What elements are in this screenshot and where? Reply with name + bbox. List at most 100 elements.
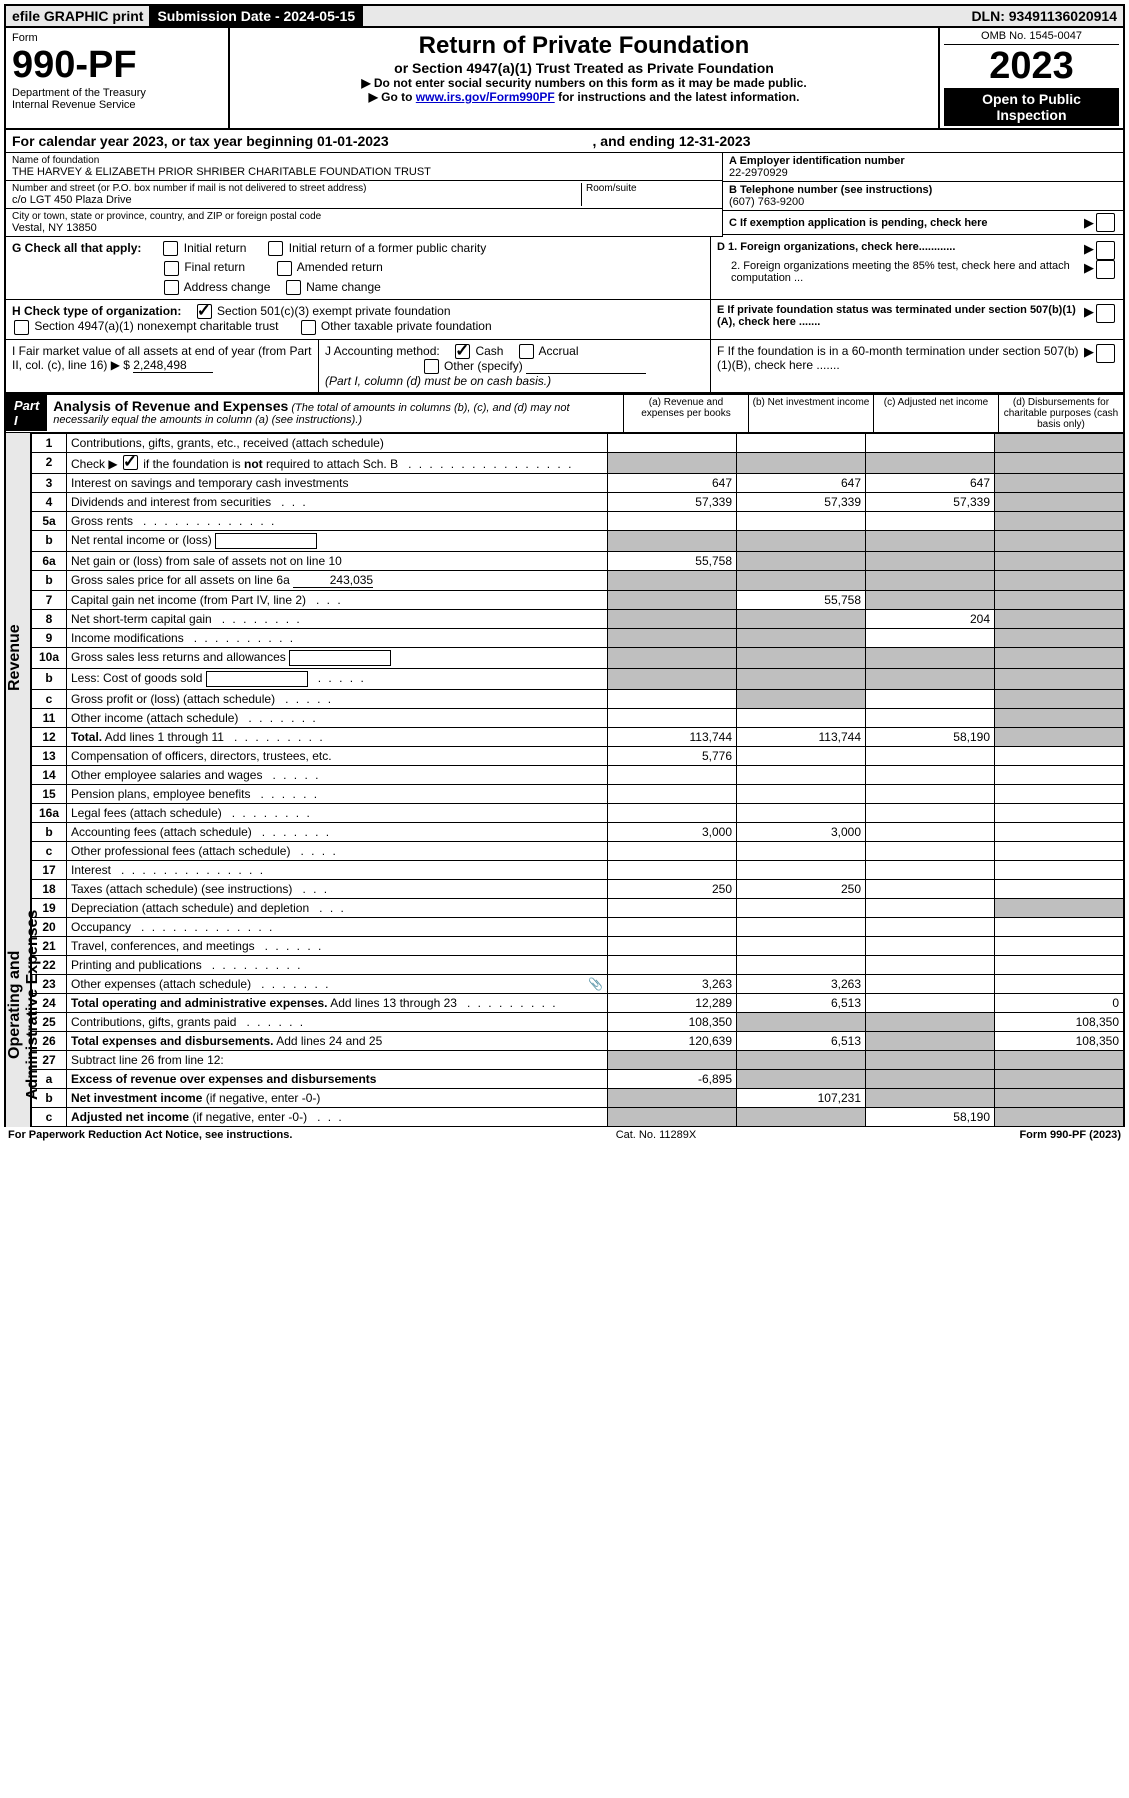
final-return-checkbox[interactable] [164,261,179,276]
cell-b [737,1051,866,1070]
table-row: 22Printing and publications . . . . . . … [31,956,1124,975]
cell-a: 113,744 [608,728,737,747]
cell-a [608,709,737,728]
row-number: 15 [31,785,67,804]
cell-b [737,1070,866,1089]
cell-a [608,629,737,648]
cell-a: 12,289 [608,994,737,1013]
amended-checkbox[interactable] [277,261,292,276]
cell-a [608,956,737,975]
cell-d [995,937,1125,956]
cell-b [737,669,866,690]
arrow-icon: ▶ [1084,241,1094,260]
h-4947-checkbox[interactable] [14,320,29,335]
row-number: 12 [31,728,67,747]
cell-c [866,975,995,994]
cell-d [995,531,1125,552]
initial-former-checkbox[interactable] [268,241,283,256]
cell-a [608,899,737,918]
table-row: 8Net short-term capital gain . . . . . .… [31,610,1124,629]
cell-c: 58,190 [866,1108,995,1127]
cell-d [995,975,1125,994]
row-number: b [31,571,67,591]
cell-d [995,1089,1125,1108]
row-desc: Taxes (attach schedule) (see instruction… [67,880,608,899]
row-number: 8 [31,610,67,629]
address: c/o LGT 450 Plaza Drive [12,194,581,206]
cell-a [608,766,737,785]
i-value: 2,248,498 [133,358,213,373]
cell-a [608,690,737,709]
cell-c [866,531,995,552]
cell-d [995,453,1125,474]
row-desc: Total operating and administrative expen… [67,994,608,1013]
cell-d [995,610,1125,629]
instr2-prefix: ▶ Go to [369,90,416,104]
table-row: 21Travel, conferences, and meetings . . … [31,937,1124,956]
main-table-wrap: Revenue Operating and Administrative Exp… [4,433,1125,1127]
cell-d [995,512,1125,531]
row-desc: Total. Add lines 1 through 11 . . . . . … [67,728,608,747]
table-row: bAccounting fees (attach schedule) . . .… [31,823,1124,842]
cell-c [866,512,995,531]
c-label: C If exemption application is pending, c… [729,217,1084,229]
d1-checkbox[interactable] [1096,241,1115,260]
row-number: 2 [31,453,67,474]
topbar: efile GRAPHIC print Submission Date - 20… [4,4,1125,28]
form990pf-link[interactable]: www.irs.gov/Form990PF [416,90,555,104]
instr2-suffix: for instructions and the latest informat… [555,90,800,104]
row-desc: Net rental income or (loss) [67,531,608,552]
initial-former-label: Initial return of a former public charit… [289,241,486,255]
initial-return-checkbox[interactable] [163,241,178,256]
cell-b: 3,000 [737,823,866,842]
table-row: cGross profit or (loss) (attach schedule… [31,690,1124,709]
cell-c [866,956,995,975]
row-number: c [31,690,67,709]
table-row: 18Taxes (attach schedule) (see instructi… [31,880,1124,899]
j-accrual-checkbox[interactable] [519,344,534,359]
j-cash-checkbox[interactable] [455,344,470,359]
cell-d [995,474,1125,493]
row-desc: Income modifications . . . . . . . . . . [67,629,608,648]
expenses-side-label: Operating and Administrative Expenses [6,903,30,1127]
row-desc: Depreciation (attach schedule) and deple… [67,899,608,918]
c-checkbox[interactable] [1096,213,1115,232]
table-row: 27Subtract line 26 from line 12: [31,1051,1124,1070]
cell-a: 3,000 [608,823,737,842]
cell-c [866,709,995,728]
h-other-label: Other taxable private foundation [321,319,492,333]
row-desc: Interest on savings and temporary cash i… [67,474,608,493]
table-row: 7Capital gain net income (from Part IV, … [31,591,1124,610]
cell-d [995,861,1125,880]
address-change-checkbox[interactable] [164,280,179,295]
f-checkbox[interactable] [1096,344,1115,363]
cell-d [995,823,1125,842]
cell-c [866,918,995,937]
cell-c [866,747,995,766]
cell-c [866,453,995,474]
cell-a: 57,339 [608,493,737,512]
d2-label: 2. Foreign organizations meeting the 85%… [717,260,1084,284]
cell-a [608,842,737,861]
cell-a [608,918,737,937]
row-desc: Travel, conferences, and meetings . . . … [67,937,608,956]
h-other-checkbox[interactable] [301,320,316,335]
cell-d [995,747,1125,766]
name-change-checkbox[interactable] [286,280,301,295]
d2-checkbox[interactable] [1096,260,1115,279]
cell-c [866,1013,995,1032]
h-501c3-checkbox[interactable] [197,304,212,319]
e-checkbox[interactable] [1096,304,1115,323]
row-desc: Check ▶ if the foundation is not require… [67,453,608,474]
row-desc: Excess of revenue over expenses and disb… [67,1070,608,1089]
cell-a: 5,776 [608,747,737,766]
table-row: 1Contributions, gifts, grants, etc., rec… [31,434,1124,453]
j-other-checkbox[interactable] [424,359,439,374]
cell-c: 58,190 [866,728,995,747]
footer-center: Cat. No. 11289X [616,1129,697,1141]
row-desc: Less: Cost of goods sold . . . . . [67,669,608,690]
cell-c [866,552,995,571]
cell-c [866,842,995,861]
table-row: 23📎Other expenses (attach schedule) . . … [31,975,1124,994]
table-row: 9Income modifications . . . . . . . . . … [31,629,1124,648]
